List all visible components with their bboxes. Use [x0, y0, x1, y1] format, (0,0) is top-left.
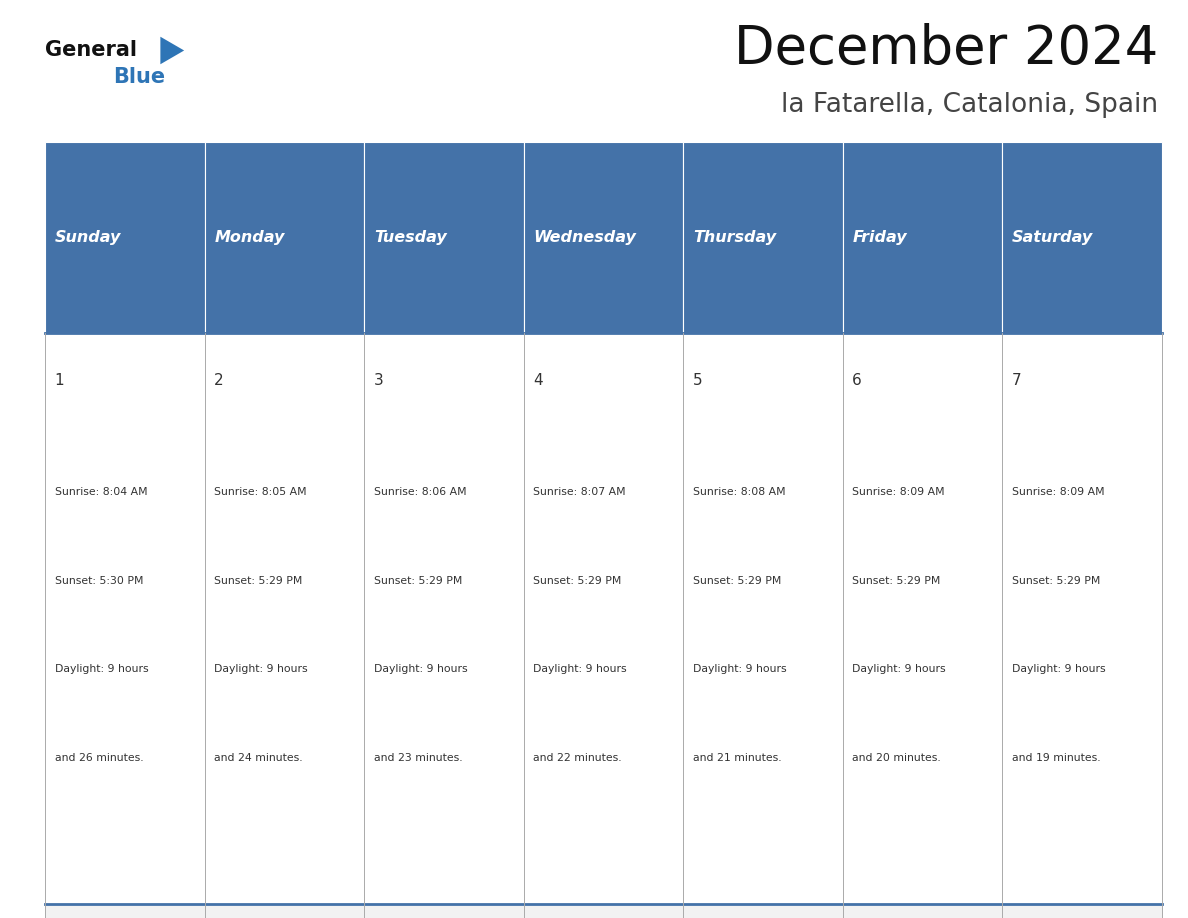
Bar [365, 142, 524, 333]
Text: Sunset: 5:29 PM: Sunset: 5:29 PM [214, 576, 303, 586]
Bar [45, 904, 1162, 918]
Bar [683, 142, 842, 333]
Text: Daylight: 9 hours: Daylight: 9 hours [1012, 665, 1106, 675]
Text: Sunday: Sunday [55, 230, 121, 245]
Text: Sunset: 5:29 PM: Sunset: 5:29 PM [1012, 576, 1100, 586]
Text: Daylight: 9 hours: Daylight: 9 hours [55, 665, 148, 675]
Bar [45, 142, 204, 333]
Text: and 23 minutes.: and 23 minutes. [374, 753, 462, 763]
Text: Monday: Monday [214, 230, 285, 245]
Text: Sunset: 5:29 PM: Sunset: 5:29 PM [852, 576, 941, 586]
Text: and 22 minutes.: and 22 minutes. [533, 753, 623, 763]
Text: and 26 minutes.: and 26 minutes. [55, 753, 144, 763]
Text: 7: 7 [1012, 373, 1022, 388]
Text: 1: 1 [55, 373, 64, 388]
Text: la Fatarella, Catalonia, Spain: la Fatarella, Catalonia, Spain [782, 92, 1158, 118]
Text: Daylight: 9 hours: Daylight: 9 hours [374, 665, 467, 675]
Text: Daylight: 9 hours: Daylight: 9 hours [852, 665, 946, 675]
Text: Sunrise: 8:04 AM: Sunrise: 8:04 AM [55, 487, 147, 498]
Text: Sunrise: 8:09 AM: Sunrise: 8:09 AM [852, 487, 944, 498]
Text: Sunset: 5:29 PM: Sunset: 5:29 PM [533, 576, 621, 586]
Text: Daylight: 9 hours: Daylight: 9 hours [214, 665, 308, 675]
Text: 2: 2 [214, 373, 223, 388]
Bar [45, 333, 1162, 904]
Text: General: General [45, 39, 137, 60]
Text: Wednesday: Wednesday [533, 230, 637, 245]
Text: and 21 minutes.: and 21 minutes. [693, 753, 782, 763]
Text: Sunrise: 8:09 AM: Sunrise: 8:09 AM [1012, 487, 1105, 498]
Text: Daylight: 9 hours: Daylight: 9 hours [533, 665, 627, 675]
Text: Saturday: Saturday [1012, 230, 1093, 245]
Text: Tuesday: Tuesday [374, 230, 447, 245]
Text: 5: 5 [693, 373, 702, 388]
Text: Sunset: 5:29 PM: Sunset: 5:29 PM [374, 576, 462, 586]
Bar [1003, 142, 1162, 333]
Text: Thursday: Thursday [693, 230, 776, 245]
Text: Sunrise: 8:08 AM: Sunrise: 8:08 AM [693, 487, 785, 498]
Text: 4: 4 [533, 373, 543, 388]
Text: Friday: Friday [852, 230, 906, 245]
Text: Sunset: 5:30 PM: Sunset: 5:30 PM [55, 576, 144, 586]
Bar [842, 142, 1003, 333]
Text: Sunrise: 8:05 AM: Sunrise: 8:05 AM [214, 487, 307, 498]
Text: Blue: Blue [113, 67, 165, 87]
Text: Sunrise: 8:07 AM: Sunrise: 8:07 AM [533, 487, 626, 498]
Text: and 24 minutes.: and 24 minutes. [214, 753, 303, 763]
Text: December 2024: December 2024 [734, 23, 1158, 75]
Text: Sunset: 5:29 PM: Sunset: 5:29 PM [693, 576, 782, 586]
Bar [204, 142, 365, 333]
Text: and 20 minutes.: and 20 minutes. [852, 753, 941, 763]
Text: 6: 6 [852, 373, 862, 388]
Text: Daylight: 9 hours: Daylight: 9 hours [693, 665, 786, 675]
Bar [524, 142, 683, 333]
Text: 3: 3 [374, 373, 384, 388]
Text: and 19 minutes.: and 19 minutes. [1012, 753, 1100, 763]
Text: Sunrise: 8:06 AM: Sunrise: 8:06 AM [374, 487, 467, 498]
